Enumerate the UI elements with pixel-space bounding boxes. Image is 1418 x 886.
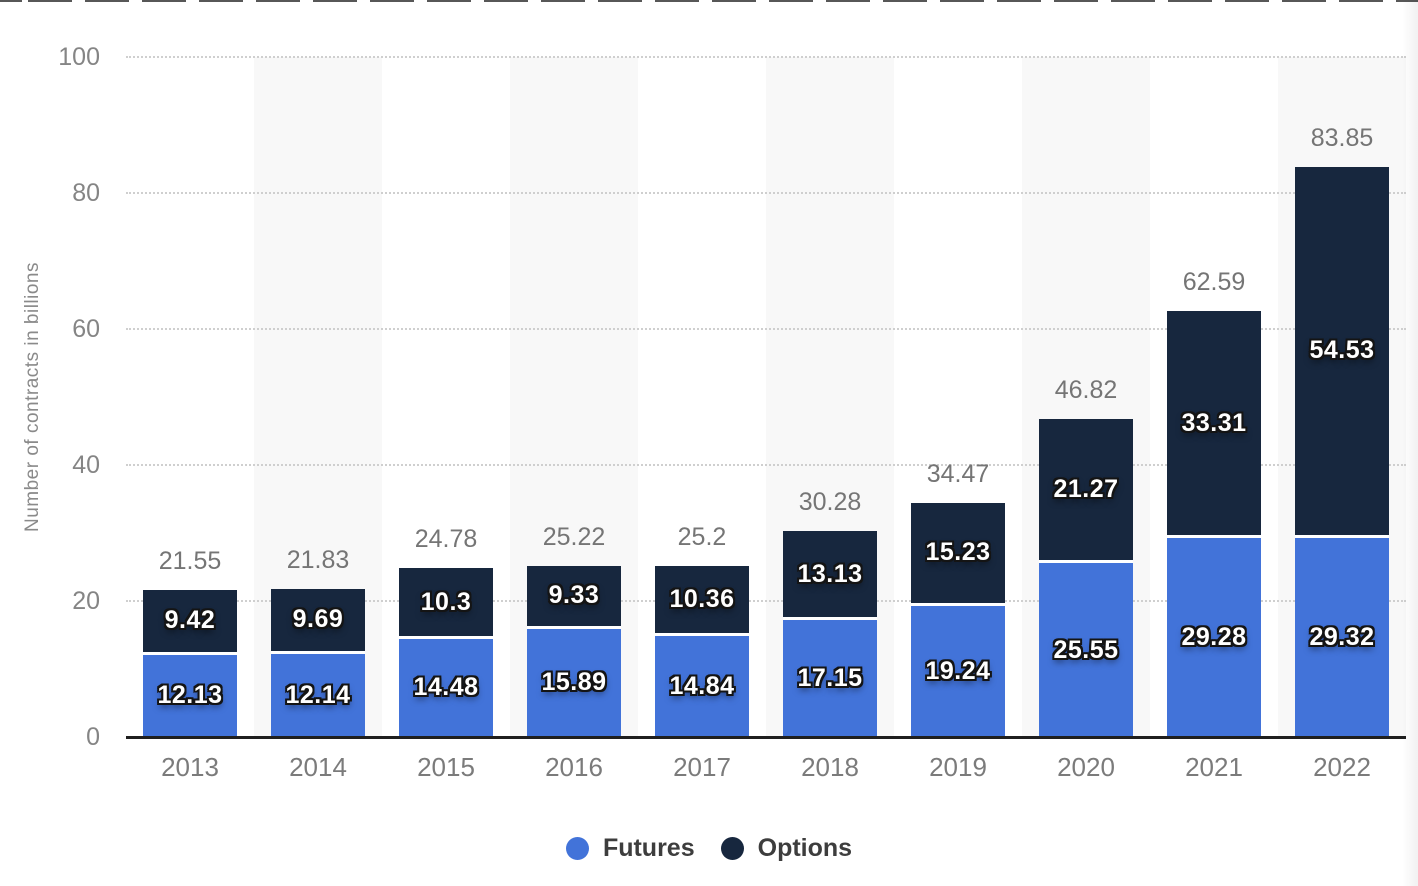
bar-segment-options-2016[interactable]: 9.33	[527, 565, 621, 629]
x-tick-2019: 2019	[929, 752, 987, 782]
y-tick-80: 80	[72, 179, 100, 207]
y-tick-0: 0	[86, 723, 100, 751]
bar-segment-options-2019[interactable]: 15.23	[911, 502, 1005, 607]
bar-2020: 21.27 25.55	[1039, 418, 1133, 737]
bar-total-label-2017: 25.2	[677, 522, 727, 551]
bar-value-label-options-2015: 10.3	[420, 587, 472, 616]
gridline-60	[126, 328, 1406, 330]
bar-value-label-futures-2016: 15.89	[541, 668, 607, 697]
bar-total-label-2019: 34.47	[926, 459, 990, 488]
bar-segment-futures-2016[interactable]: 15.89	[527, 628, 621, 737]
bar-total-label-2021: 62.59	[1182, 268, 1246, 297]
bar-segment-options-2018[interactable]: 13.13	[783, 531, 877, 621]
bar-value-label-futures-2013: 12.13	[157, 681, 223, 710]
bar-value-label-options-2016: 9.33	[548, 581, 600, 610]
gridline-80	[126, 192, 1406, 194]
x-tick-2022: 2022	[1313, 752, 1371, 782]
bar-segment-futures-2017[interactable]: 14.84	[655, 636, 749, 737]
y-axis-title: Number of contracts in billions	[22, 262, 43, 532]
bar-total-label-2018: 30.28	[798, 488, 862, 517]
y-tick-20: 20	[72, 587, 100, 615]
y-tick-60: 60	[72, 315, 100, 343]
gridline-40	[126, 464, 1406, 466]
bar-total-label-2013: 21.55	[158, 547, 222, 576]
legend-item-options: Options	[720, 833, 853, 863]
x-tick-2014: 2014	[289, 752, 347, 782]
bar-value-label-futures-2019: 19.24	[925, 657, 991, 686]
bar-value-label-futures-2015: 14.48	[413, 673, 479, 702]
bar-value-label-futures-2014: 12.14	[285, 681, 351, 710]
bar-segment-futures-2020[interactable]: 25.55	[1039, 563, 1133, 737]
bar-total-label-2014: 21.83	[286, 545, 350, 574]
bar-value-label-futures-2020: 25.55	[1053, 635, 1119, 664]
x-tick-2013: 2013	[161, 752, 219, 782]
bar-segment-futures-2018[interactable]: 17.15	[783, 620, 877, 737]
bar-value-label-futures-2017: 14.84	[669, 672, 735, 701]
legend-dot-options-icon	[720, 836, 744, 860]
bar-segment-options-2013[interactable]: 9.42	[143, 590, 237, 655]
x-tick-2015: 2015	[417, 752, 475, 782]
x-tick-2016: 2016	[545, 752, 603, 782]
bar-2018: 13.13 17.15	[783, 531, 877, 737]
x-axis-line	[126, 736, 1406, 739]
bar-segment-futures-2019[interactable]: 19.24	[911, 606, 1005, 737]
y-tick-40: 40	[72, 451, 100, 479]
y-tick-100: 100	[58, 43, 100, 71]
bar-value-label-options-2018: 13.13	[797, 559, 863, 588]
bar-segment-futures-2014[interactable]: 12.14	[271, 654, 365, 737]
bar-2016: 9.33 15.89	[527, 565, 621, 737]
bar-segment-futures-2015[interactable]: 14.48	[399, 638, 493, 737]
legend-label-futures: Futures	[602, 833, 695, 862]
x-tick-2020: 2020	[1057, 752, 1115, 782]
legend-item-futures: Futures	[565, 833, 695, 863]
bar-2021: 33.31 29.28	[1167, 311, 1261, 737]
x-tick-2017: 2017	[673, 752, 731, 782]
bar-value-label-options-2013: 9.42	[164, 606, 216, 635]
bar-2015: 10.3 14.48	[399, 568, 493, 737]
bar-value-label-futures-2022: 29.32	[1309, 622, 1375, 651]
bar-value-label-options-2021: 33.31	[1181, 408, 1247, 437]
bar-2014: 9.69 12.14	[271, 588, 365, 737]
top-crop-strip	[0, 0, 1418, 2]
bar-2022: 54.53 29.32	[1295, 166, 1389, 737]
bar-segment-options-2020[interactable]: 21.27	[1039, 418, 1133, 564]
bar-value-label-options-2022: 54.53	[1309, 336, 1375, 365]
bar-total-label-2015: 24.78	[414, 525, 478, 554]
bar-segment-futures-2013[interactable]: 12.13	[143, 654, 237, 737]
bar-segment-options-2021[interactable]: 33.31	[1167, 311, 1261, 538]
gridline-100	[126, 56, 1406, 58]
legend-dot-futures-icon	[565, 836, 589, 860]
bar-segment-options-2015[interactable]: 10.3	[399, 568, 493, 639]
bar-segment-futures-2021[interactable]: 29.28	[1167, 537, 1261, 737]
legend-label-options: Options	[757, 833, 853, 862]
bar-segment-futures-2022[interactable]: 29.32	[1295, 537, 1389, 737]
bar-segment-options-2017[interactable]: 10.36	[655, 565, 749, 637]
bar-segment-options-2014[interactable]: 9.69	[271, 588, 365, 655]
bar-total-label-2022: 83.85	[1310, 123, 1374, 152]
bar-value-label-options-2020: 21.27	[1053, 474, 1119, 503]
chart-legend: Futures Options	[0, 828, 1418, 868]
bar-value-label-futures-2018: 17.15	[797, 664, 863, 693]
bar-value-label-options-2017: 10.36	[669, 584, 735, 613]
bar-total-label-2016: 25.22	[542, 522, 606, 551]
bar-2019: 15.23 19.24	[911, 502, 1005, 737]
x-tick-2018: 2018	[801, 752, 859, 782]
gridline-20	[126, 600, 1406, 602]
bar-2013: 9.42 12.13	[143, 590, 237, 737]
bar-2017: 10.36 14.84	[655, 565, 749, 737]
bar-segment-options-2022[interactable]: 54.53	[1295, 166, 1389, 538]
bar-value-label-options-2014: 9.69	[292, 605, 344, 634]
bar-value-label-options-2019: 15.23	[925, 538, 991, 567]
bar-total-label-2020: 46.82	[1054, 375, 1118, 404]
bar-value-label-futures-2021: 29.28	[1181, 622, 1247, 651]
x-tick-2021: 2021	[1185, 752, 1243, 782]
